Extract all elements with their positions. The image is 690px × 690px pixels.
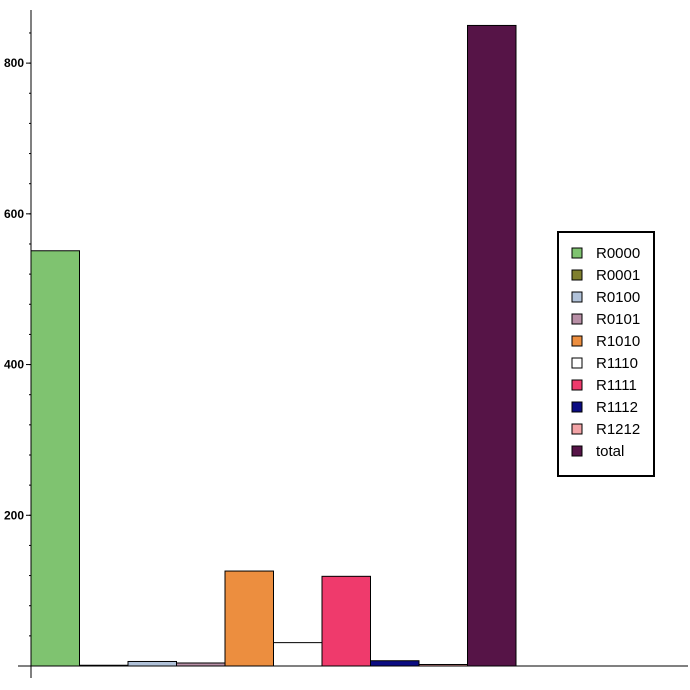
legend-swatch-r1212 xyxy=(571,423,583,435)
y-tick-label: 200 xyxy=(4,508,24,522)
legend: R0000 R0001 R0100 R0101 R1010 R1110 R1111 R1112… xyxy=(557,231,655,477)
legend-label-r0101: R0101 xyxy=(596,311,640,328)
legend-swatch-total xyxy=(571,445,583,457)
legend-swatch-r1010 xyxy=(571,335,583,347)
legend-swatch-r1111 xyxy=(571,379,583,391)
bars-group xyxy=(30,24,517,667)
y-ticks-group: 200 400 600 800 xyxy=(4,32,31,637)
y-tick-label: 800 xyxy=(4,56,24,70)
bar-r1110 xyxy=(273,642,323,667)
legend-label-r1212: R1212 xyxy=(596,421,640,438)
legend-swatch-r1112 xyxy=(571,401,583,413)
y-tick-label: 600 xyxy=(4,207,24,221)
legend-label-r1112: R1112 xyxy=(596,399,638,416)
axes-group xyxy=(18,10,688,678)
legend-label-r0100: R0100 xyxy=(596,289,640,306)
legend-swatch-r1110 xyxy=(571,357,583,369)
bar-r0000 xyxy=(30,250,80,667)
bar-total xyxy=(467,24,517,667)
bar-r1111 xyxy=(321,575,371,667)
legend-label-r1111: R1111 xyxy=(596,377,637,394)
legend-label-r1010: R1010 xyxy=(596,333,640,350)
legend-swatch-r0101 xyxy=(571,313,583,325)
bar-r0100 xyxy=(127,660,177,667)
y-tick-label: 400 xyxy=(4,358,24,372)
legend-label-r1110: R1110 xyxy=(596,355,638,372)
legend-label-r0001: R0001 xyxy=(596,267,640,284)
legend-label-total: total xyxy=(596,443,624,460)
bar-r1010 xyxy=(224,570,274,667)
legend-swatch-r0001 xyxy=(571,269,583,281)
legend-swatch-r0000 xyxy=(571,247,583,259)
bar-r1112 xyxy=(370,660,420,667)
legend-swatch-r0100 xyxy=(571,291,583,303)
legend-label-r0000: R0000 xyxy=(596,245,640,262)
